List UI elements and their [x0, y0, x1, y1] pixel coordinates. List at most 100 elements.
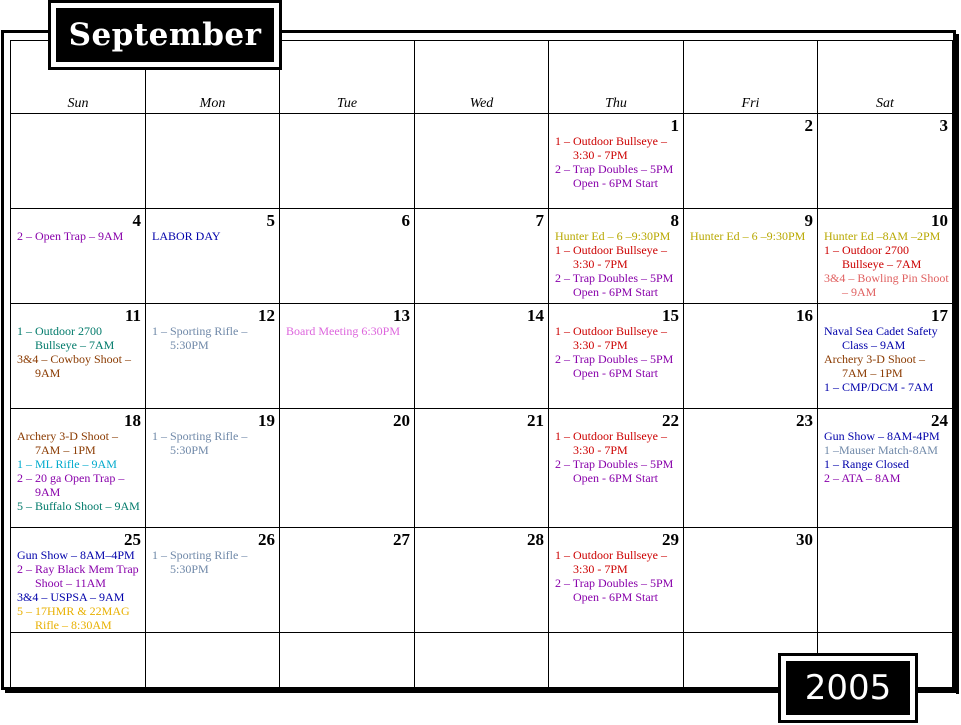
calendar-event: 1 – Outdoor Bullseye – 3:30 - 7PM	[555, 548, 667, 576]
day-number: 29	[662, 530, 679, 549]
day-cell: 21	[414, 408, 549, 528]
calendar-event: 3&4 – Cowboy Shoot – 9AM	[17, 352, 132, 380]
calendar-event: LABOR DAY	[152, 229, 221, 243]
day-cell	[817, 527, 953, 633]
day-cell: 7	[414, 208, 549, 304]
day-cell	[10, 632, 146, 692]
weekday-header: Wed	[414, 40, 549, 114]
day-number: 18	[124, 411, 141, 430]
year-box: 2005	[778, 653, 918, 723]
day-cell: 22 1 – Outdoor Bullseye – 3:30 - 7PM 2 – T…	[548, 408, 684, 528]
day-cell: 30	[683, 527, 818, 633]
week-row: 18 Archery 3-D Shoot – 7AM – 1PM 1 – ML Ri…	[10, 408, 953, 528]
calendar-event: Board Meeting 6:30PM	[286, 324, 400, 338]
day-number: 16	[796, 306, 813, 325]
day-cell: 12 1 – Sporting Rifle – 5:30PM	[145, 303, 280, 409]
frame-shadow-right	[956, 34, 959, 694]
day-number: 10	[931, 211, 948, 230]
day-cell: 28	[414, 527, 549, 633]
frame-shadow-bottom	[5, 690, 959, 693]
weekday-header: Thu	[548, 40, 684, 114]
day-cell: 14	[414, 303, 549, 409]
day-number	[12, 115, 145, 135]
day-number: 25	[124, 530, 141, 549]
calendar-event: 2 – Trap Doubles – 5PM Open - 6PM Start	[555, 352, 674, 380]
day-cell: 29 1 – Outdoor Bullseye – 3:30 - 7PM 2 – T…	[548, 527, 684, 633]
day-cell: 8 Hunter Ed – 6 –9:30PM 1 – Outdoor Bullse…	[548, 208, 684, 304]
calendar-event: Gun Show – 8AM–4PM	[17, 548, 135, 562]
day-number	[281, 115, 414, 135]
calendar-event: 3&4 – Bowling Pin Shoot – 9AM	[824, 271, 949, 299]
month-title: September	[56, 8, 274, 62]
calendar-event: 1 – CMP/DCM - 7AM	[824, 380, 934, 394]
calendar-event: 1 – Outdoor Bullseye – 3:30 - 7PM	[555, 324, 667, 352]
day-cell: 20	[279, 408, 415, 528]
day-number: 9	[804, 211, 814, 230]
day-cell: 6	[279, 208, 415, 304]
day-number	[550, 634, 683, 654]
day-cell: 2	[683, 113, 818, 209]
calendar-event: 1 – Range Closed	[824, 457, 909, 471]
day-number	[819, 634, 952, 654]
calendar-event: 1 – Outdoor 2700 Bullseye – 7AM	[17, 324, 115, 352]
calendar-event: 1 – Outdoor Bullseye – 3:30 - 7PM	[555, 243, 667, 271]
day-number: 26	[258, 530, 275, 549]
calendar-event: 2 – Trap Doubles – 5PM Open - 6PM Start	[555, 576, 674, 604]
day-cell: 27	[279, 527, 415, 633]
calendar-event: 2 – Trap Doubles – 5PM Open - 6PM Start	[555, 162, 674, 190]
day-number: 17	[931, 306, 948, 325]
calendar-event: 5 – 17HMR & 22MAG Rifle – 8:30AM	[17, 604, 130, 632]
day-number	[281, 634, 414, 654]
day-number: 4	[132, 211, 142, 230]
day-number: 22	[662, 411, 679, 430]
day-cell: 17 Naval Sea Cadet Safety Class – 9AM Arch…	[817, 303, 953, 409]
day-number: 11	[124, 306, 141, 325]
day-number	[819, 529, 952, 549]
calendar-event: 1 – Sporting Rifle – 5:30PM	[152, 324, 248, 352]
day-number: 8	[670, 211, 680, 230]
day-cell: 16	[683, 303, 818, 409]
week-row: 11 1 – Outdoor 2700 Bullseye – 7AM 3&4 – C…	[10, 303, 953, 409]
day-number	[12, 634, 145, 654]
year-label: 2005	[786, 661, 910, 715]
day-cell: 3	[817, 113, 953, 209]
day-cell: 19 1 – Sporting Rifle – 5:30PM	[145, 408, 280, 528]
day-cell	[10, 113, 146, 209]
calendar-event: 5 – Buffalo Shoot – 9AM	[17, 499, 140, 513]
calendar-event: 2 – Trap Doubles – 5PM Open - 6PM Start	[555, 457, 674, 485]
day-cell: 13 Board Meeting 6:30PM	[279, 303, 415, 409]
day-number: 28	[527, 530, 544, 549]
day-cell: 10 Hunter Ed –8AM –2PM 1 – Outdoor 2700 Bu…	[817, 208, 953, 304]
calendar-event: Archery 3-D Shoot – 7AM – 1PM	[824, 352, 925, 380]
day-number	[416, 115, 548, 135]
calendar-event: 3&4 – USPSA – 9AM	[17, 590, 125, 604]
weekday-header: Sat	[817, 40, 953, 114]
day-number	[147, 634, 279, 654]
day-cell	[279, 632, 415, 692]
day-number: 12	[258, 306, 275, 325]
day-number: 20	[393, 411, 410, 430]
day-number: 14	[527, 306, 544, 325]
weekday-header: Fri	[683, 40, 818, 114]
calendar-event: Hunter Ed – 6 –9:30PM	[690, 229, 806, 243]
weekday-header: Tue	[279, 40, 415, 114]
day-number: 2	[804, 116, 814, 135]
calendar-event: Hunter Ed – 6 –9:30PM	[555, 229, 671, 243]
day-cell	[279, 113, 415, 209]
day-number	[147, 115, 279, 135]
calendar-event: 2 – Open Trap – 9AM	[17, 229, 124, 243]
calendar-event: 2 – Trap Doubles – 5PM Open - 6PM Start	[555, 271, 674, 299]
day-number: 13	[393, 306, 410, 325]
day-cell: 23	[683, 408, 818, 528]
day-cell: 5 LABOR DAY	[145, 208, 280, 304]
day-cell	[145, 113, 280, 209]
day-cell: 26 1 – Sporting Rifle – 5:30PM	[145, 527, 280, 633]
day-number: 6	[401, 211, 411, 230]
day-number	[685, 634, 817, 654]
day-cell: 11 1 – Outdoor 2700 Bullseye – 7AM 3&4 – C…	[10, 303, 146, 409]
day-number: 27	[393, 530, 410, 549]
day-cell	[414, 632, 549, 692]
